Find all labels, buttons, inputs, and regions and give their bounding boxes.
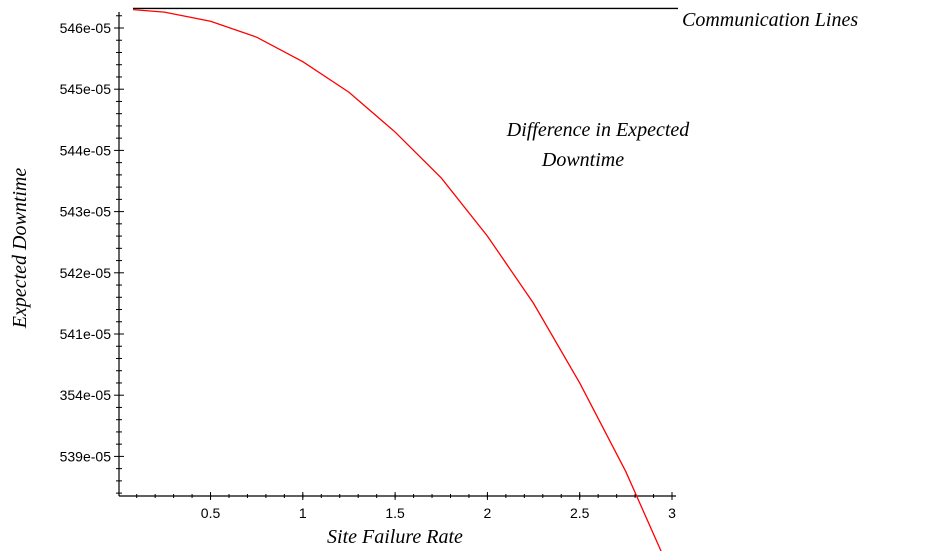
y-tick-label: 544e-05 [60,142,112,158]
y-tick-label: 354e-05 [60,387,112,403]
tick-marks [114,15,673,500]
y-tick-label: 545e-05 [60,81,112,97]
annotation-difference-line-1: Difference in Expected [506,119,691,141]
y-tick-label: 541e-05 [60,326,112,342]
x-axis-title: Site Failure Rate [327,526,463,548]
y-tick-label: 543e-05 [60,204,112,220]
y-tick-label: 542e-05 [60,265,112,281]
x-tick-label: 2.5 [570,505,590,521]
y-axis-title: Expected Downtime [9,168,31,330]
x-tick-label: 3 [668,505,676,521]
x-tick-label: 1 [299,505,307,521]
x-tick-label: 2 [484,505,492,521]
series-group [132,7,678,551]
x-tick-label: 1.5 [385,505,405,521]
x-tick-label: 0.5 [201,505,221,521]
axes [118,12,676,497]
y-tick-label: 546e-05 [60,20,112,36]
annotation-difference-line-2: Downtime [541,149,624,171]
y-tick-label: 539e-05 [60,448,112,464]
labels-group: 546e-05 545e-05 544e-05 543e-05 542e-05 541e-… [9,9,858,548]
series-difference-curve [132,8,662,551]
annotation-communication-lines: Communication Lines [682,9,858,31]
